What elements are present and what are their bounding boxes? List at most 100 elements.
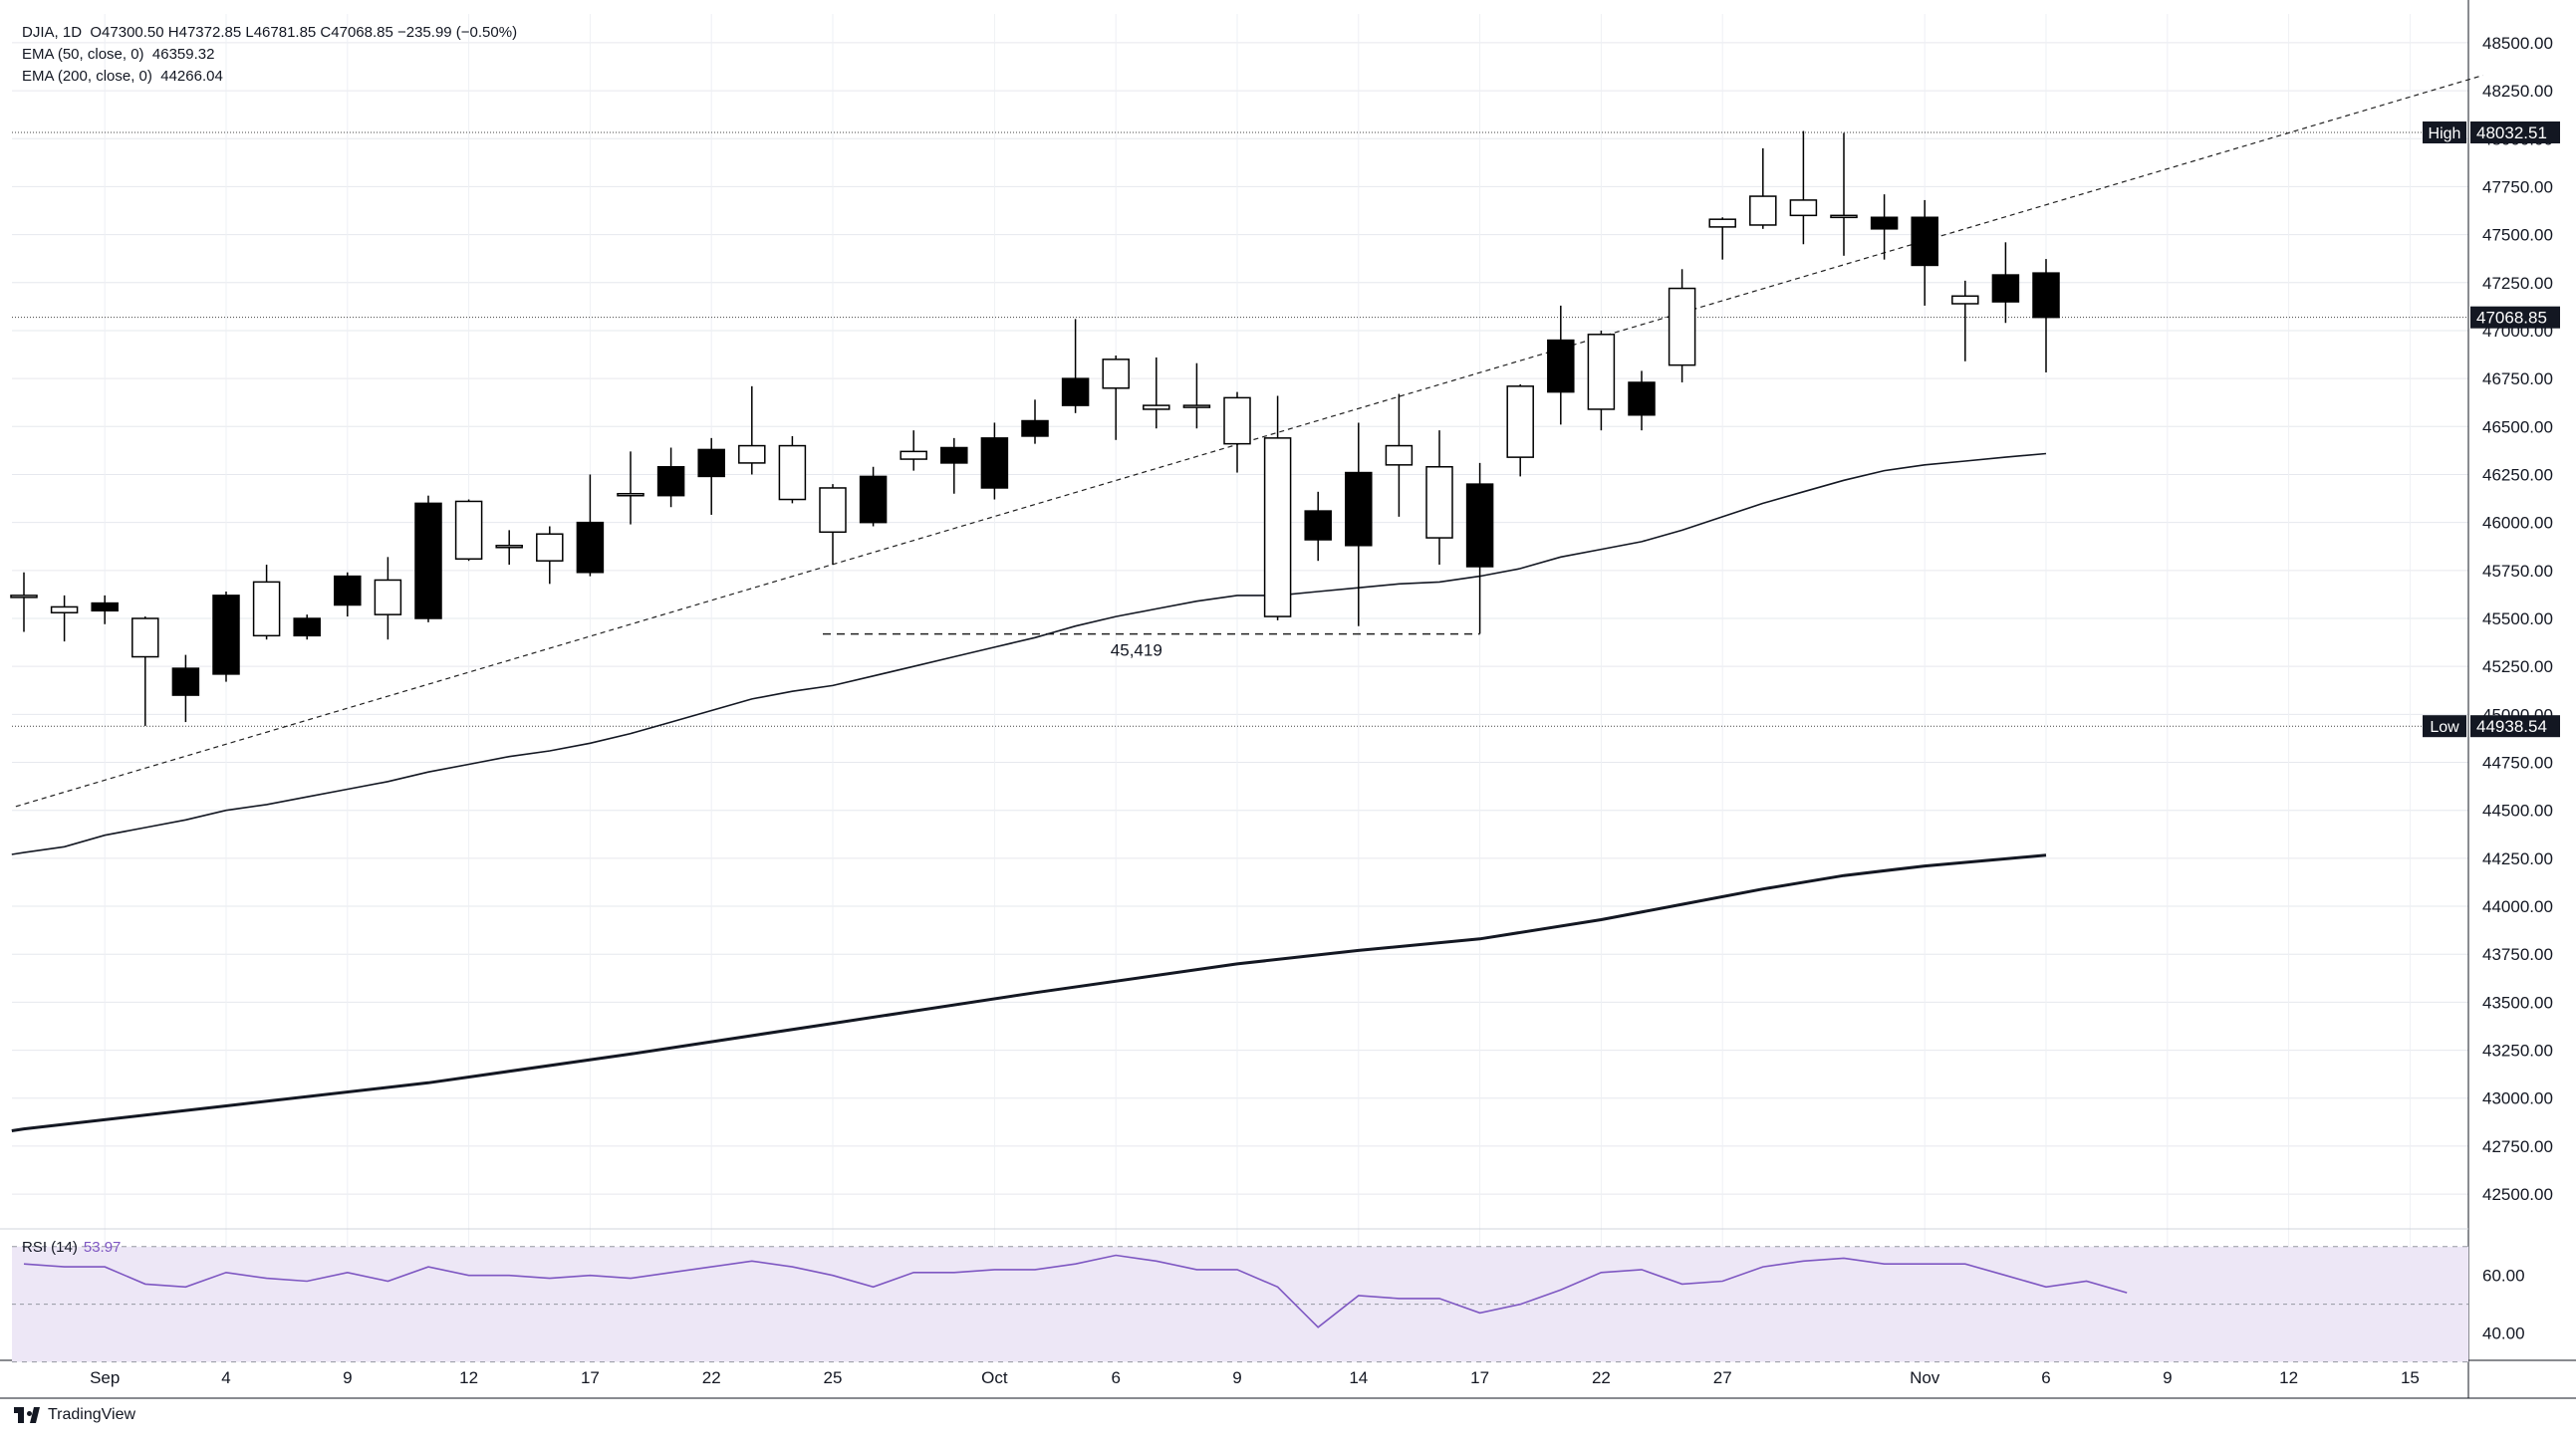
candle[interactable]	[91, 601, 119, 612]
time-tick-label: 27	[1713, 1368, 1732, 1387]
candle[interactable]	[50, 605, 79, 613]
price-tick-label: 46500.00	[2482, 417, 2553, 436]
candle[interactable]	[1668, 287, 1696, 366]
price-tick-label: 43000.00	[2482, 1089, 2553, 1108]
candle[interactable]	[1425, 466, 1453, 539]
price-tick-label: 42500.00	[2482, 1185, 2553, 1204]
rsi-value: 53.97	[83, 1239, 122, 1256]
candle[interactable]	[1708, 218, 1736, 228]
legend-ohlc-row: DJIA, 1D O47300.50 H47372.85 L46781.85 C…	[22, 24, 518, 41]
price-tick-label: 46750.00	[2482, 369, 2553, 388]
legend-ema50-row[interactable]: EMA (50, close, 0) 46359.32	[22, 44, 517, 66]
candle[interactable]	[495, 545, 523, 549]
brand-text: TradingView	[48, 1406, 136, 1423]
last-price-label: 47068.85	[2476, 309, 2547, 328]
candle[interactable]	[536, 533, 564, 562]
candle[interactable]	[940, 446, 968, 464]
candle[interactable]	[1345, 471, 1373, 547]
candle[interactable]	[738, 444, 766, 464]
chart-legend: DJIA, 1D O47300.50 H47372.85 L46781.85 C…	[22, 22, 517, 88]
candle[interactable]	[1182, 404, 1211, 408]
low-value-label: 44938.54	[2476, 717, 2547, 736]
candle[interactable]	[334, 575, 362, 606]
tradingview-brand[interactable]: TradingView	[14, 1406, 135, 1424]
price-tick-label: 47250.00	[2482, 274, 2553, 293]
candle[interactable]	[1991, 274, 2020, 303]
time-tick-label: Nov	[1910, 1368, 1940, 1387]
support-label: 45,419	[1111, 641, 1162, 660]
rsi-label-text: RSI (14)	[22, 1239, 78, 1256]
candle[interactable]	[1304, 510, 1332, 541]
price-tick-label: 43500.00	[2482, 993, 2553, 1012]
candle[interactable]	[656, 466, 685, 497]
candle[interactable]	[414, 502, 442, 619]
price-tick-label: 46000.00	[2482, 514, 2553, 533]
candle[interactable]	[131, 617, 159, 658]
candle[interactable]	[10, 595, 38, 599]
rsi-line[interactable]	[23, 1254, 2128, 1328]
high-tag-bg	[2423, 120, 2466, 143]
candle[interactable]	[1749, 195, 1777, 226]
price-tick-label: 48250.00	[2482, 82, 2553, 101]
candle[interactable]	[252, 581, 281, 637]
candle[interactable]	[1465, 483, 1494, 568]
time-tick-label: 4	[221, 1368, 230, 1387]
price-tick-label: 44750.00	[2482, 754, 2553, 773]
candle[interactable]	[1587, 334, 1616, 410]
candle[interactable]	[980, 437, 1009, 489]
rsi-legend[interactable]: RSI (14) 53.97	[22, 1239, 121, 1256]
ema200-line[interactable]	[11, 853, 2047, 1132]
candle[interactable]	[1385, 444, 1414, 466]
legend-ema200-value: 44266.04	[160, 68, 223, 85]
candle[interactable]	[1102, 359, 1130, 389]
candle[interactable]	[778, 444, 807, 501]
price-tick-label: 47750.00	[2482, 177, 2553, 196]
candle[interactable]	[617, 492, 644, 497]
time-tick-label: 12	[2279, 1368, 2298, 1387]
candle[interactable]	[1061, 377, 1090, 406]
candle[interactable]	[1911, 216, 1938, 267]
candle[interactable]	[1021, 419, 1049, 437]
price-tick-label: 48500.00	[2482, 34, 2553, 53]
candle[interactable]	[859, 475, 888, 524]
time-tick-label: 9	[1232, 1368, 1241, 1387]
candle[interactable]	[1628, 381, 1656, 416]
time-tick-label: 22	[702, 1368, 721, 1387]
candle[interactable]	[576, 521, 605, 574]
price-tick-label: 43750.00	[2482, 945, 2553, 964]
candle[interactable]	[1143, 404, 1170, 410]
candle[interactable]	[1951, 295, 1979, 305]
price-tick-label: 44250.00	[2482, 849, 2553, 868]
time-tick-label: Oct	[981, 1368, 1008, 1387]
price-tick-label: 45250.00	[2482, 657, 2553, 676]
legend-symbol[interactable]: DJIA	[22, 24, 55, 41]
candle[interactable]	[697, 448, 725, 478]
high-tag-label: High	[2429, 125, 2461, 142]
candle[interactable]	[212, 595, 240, 675]
candle[interactable]	[293, 617, 321, 637]
candle[interactable]	[1506, 385, 1534, 458]
low-value-bg	[2470, 715, 2560, 738]
candle[interactable]	[454, 500, 483, 561]
ema50-line[interactable]	[11, 452, 2047, 855]
time-tick-label: 9	[2163, 1368, 2172, 1387]
candle[interactable]	[1789, 199, 1818, 217]
candle[interactable]	[1223, 396, 1251, 445]
legend-interval[interactable]: 1D	[62, 24, 83, 41]
candle[interactable]	[1547, 339, 1575, 393]
candle[interactable]	[1263, 437, 1292, 617]
candle[interactable]	[819, 487, 847, 534]
candle[interactable]	[1870, 216, 1899, 230]
candle[interactable]	[171, 667, 200, 696]
low-tag-label: Low	[2430, 719, 2459, 736]
legend-ema200-label: EMA (200, close, 0)	[22, 68, 152, 85]
candle[interactable]	[1830, 214, 1858, 219]
candle[interactable]	[374, 579, 402, 615]
legend-ema200-row[interactable]: EMA (200, close, 0) 44266.04	[22, 66, 517, 88]
low-tag-bg	[2423, 715, 2466, 738]
time-tick-label: 25	[824, 1368, 843, 1387]
time-tick-label: 12	[459, 1368, 478, 1387]
candle[interactable]	[900, 450, 927, 460]
candle[interactable]	[2032, 272, 2060, 319]
